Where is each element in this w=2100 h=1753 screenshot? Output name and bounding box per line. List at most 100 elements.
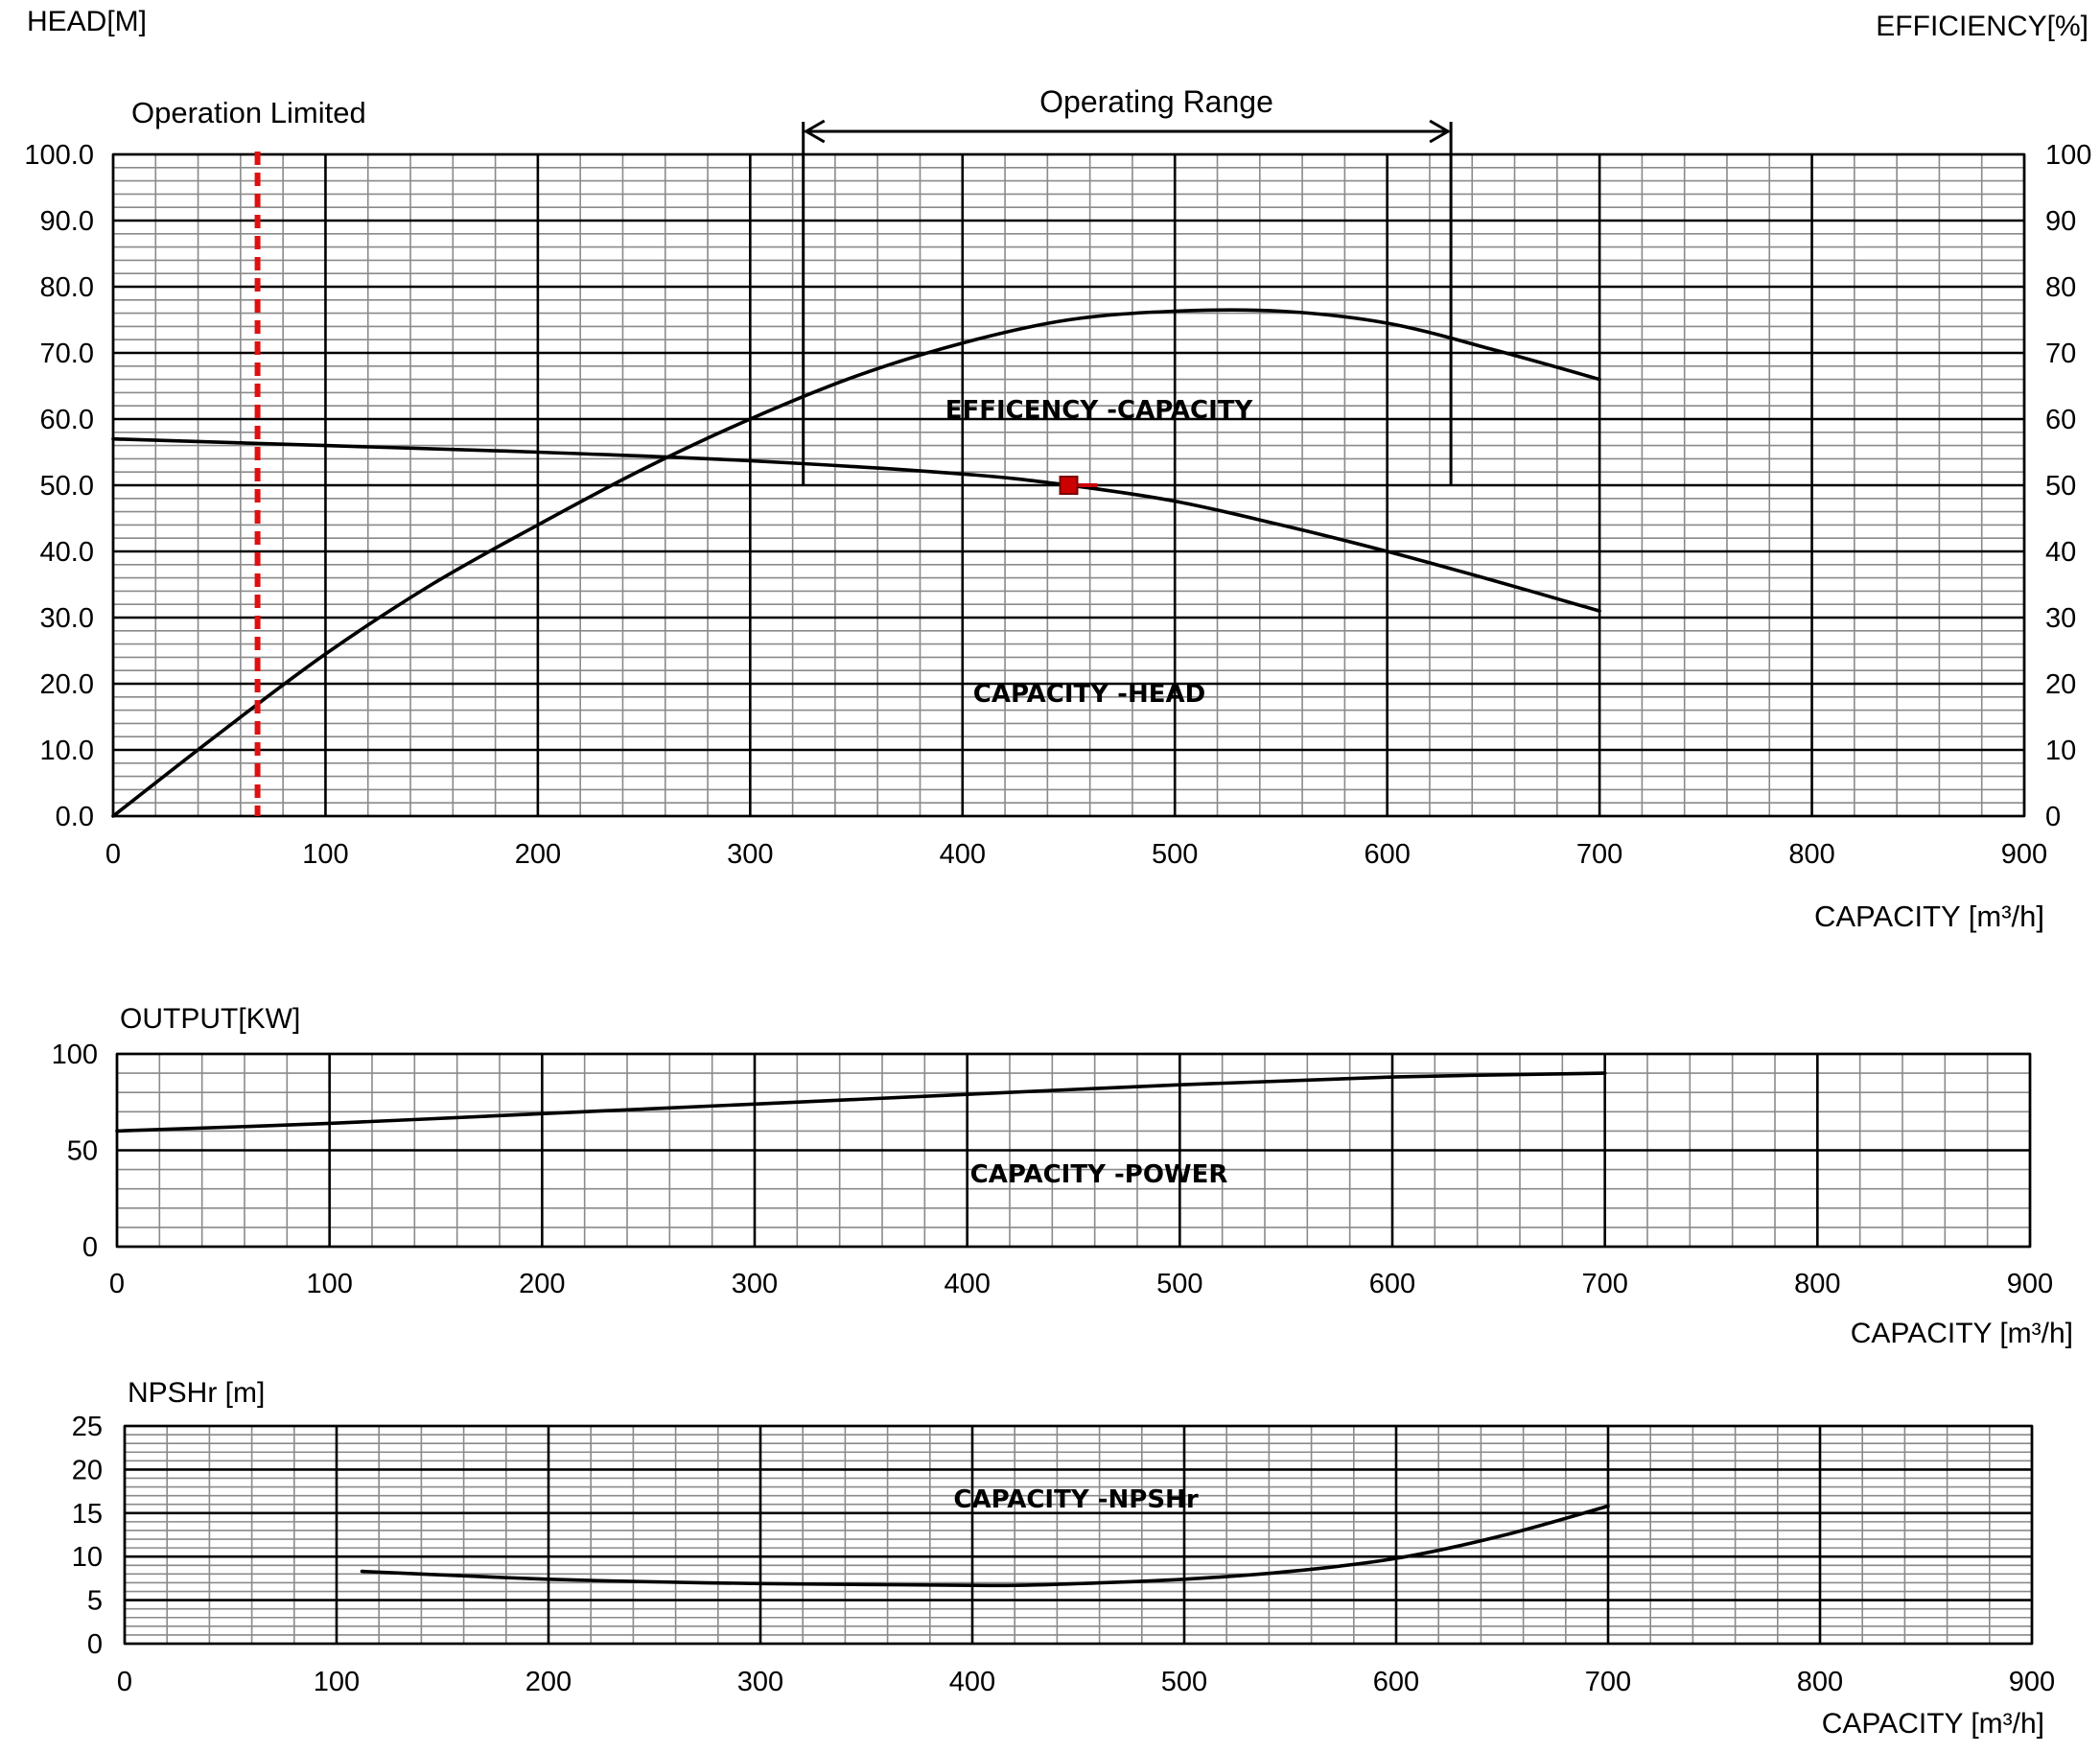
x-tick-label: 800 xyxy=(1794,1269,1840,1299)
y-tick-label: 30.0 xyxy=(40,603,94,634)
x-tick-label: 700 xyxy=(1576,839,1622,870)
npshr-chart-minor-grid xyxy=(125,1426,2032,1644)
head-chart-right-tick-labels: 0 10 20 30 40 50 60 70 80 90 100 xyxy=(2045,140,2091,832)
x-tick-label: 300 xyxy=(737,1667,783,1697)
y-tick-label: 100.0 xyxy=(24,140,94,171)
x-tick-label: 500 xyxy=(1152,839,1198,870)
efficiency-curve-label: EFFICENCY -CAPACITY xyxy=(945,396,1254,425)
power-chart-x-tick-labels: 0 100 200 300 400 500 600 700 800 900 xyxy=(109,1269,2053,1299)
x-tick-label: 500 xyxy=(1161,1667,1207,1697)
operating-range-label: Operating Range xyxy=(1039,84,1273,119)
x-tick-label: 900 xyxy=(2001,839,2047,870)
power-curve-label: CAPACITY -POWER xyxy=(970,1160,1228,1189)
x-tick-label: 200 xyxy=(515,839,561,870)
y-tick-label: 25 xyxy=(72,1412,103,1442)
efficiency-axis-title: EFFICIENCY[%] xyxy=(1876,11,2088,42)
x-tick-label: 600 xyxy=(1369,1269,1415,1299)
power-chart: 0 100 200 300 400 500 600 700 800 900 0 50 100 OUTP… xyxy=(52,1003,2073,1349)
head-axis-title: HEAD[M] xyxy=(27,6,147,37)
series-line xyxy=(360,1504,1610,1588)
x-tick-label: 500 xyxy=(1156,1269,1202,1299)
y-tick-label: 20 xyxy=(72,1455,103,1485)
x-tick-label: 100 xyxy=(306,1269,352,1299)
npshr-chart-plot-frame xyxy=(123,1424,2034,1646)
x-tick-label: 400 xyxy=(944,1269,990,1299)
right-y-tick-label: 70 xyxy=(2045,339,2076,369)
y-tick-label: 0.0 xyxy=(56,802,94,832)
y-tick-label: 100 xyxy=(52,1040,98,1070)
right-y-tick-label: 90 xyxy=(2045,206,2076,237)
head-chart-x-axis-title: CAPACITY [m³/h] xyxy=(1814,900,2044,933)
x-tick-label: 100 xyxy=(302,839,348,870)
series-line xyxy=(115,1071,1607,1134)
x-tick-label: 400 xyxy=(940,839,986,870)
npshr-chart-x-tick-labels: 0 100 200 300 400 500 600 700 800 900 xyxy=(117,1667,2055,1697)
power-chart-major-grid xyxy=(115,1052,2032,1249)
power-chart-x-axis-title: CAPACITY [m³/h] xyxy=(1851,1318,2073,1349)
head-chart-x-tick-labels: 0 100 200 300 400 500 600 700 800 900 xyxy=(105,839,2047,870)
right-y-tick-label: 50 xyxy=(2045,471,2076,502)
power-chart-y-tick-labels: 0 50 100 xyxy=(52,1040,98,1263)
y-tick-label: 50.0 xyxy=(40,471,94,502)
x-tick-label: 300 xyxy=(732,1269,778,1299)
y-tick-label: 20.0 xyxy=(40,669,94,700)
right-y-tick-label: 20 xyxy=(2045,669,2076,700)
npshr-chart-major-grid xyxy=(123,1424,2034,1646)
y-tick-label: 80.0 xyxy=(40,272,94,303)
x-tick-label: 900 xyxy=(2007,1269,2053,1299)
npshr-axis-title: NPSHr [m] xyxy=(128,1377,265,1409)
output-axis-title: OUTPUT[KW] xyxy=(120,1003,300,1035)
x-tick-label: 200 xyxy=(519,1269,565,1299)
operation-limited-label: Operation Limited xyxy=(131,96,366,129)
x-tick-label: 900 xyxy=(2009,1667,2055,1697)
y-tick-label: 70.0 xyxy=(40,339,94,369)
right-y-tick-label: 10 xyxy=(2045,736,2076,766)
y-tick-label: 5 xyxy=(87,1586,103,1617)
y-tick-label: 0 xyxy=(82,1232,98,1263)
npshr-chart-y-tick-labels: 0 5 10 15 20 25 xyxy=(72,1412,103,1660)
npshr-curve-label: CAPACITY -NPSHr xyxy=(953,1485,1198,1514)
head-chart-curves xyxy=(111,308,1601,818)
series-line xyxy=(111,308,1601,818)
right-y-tick-label: 40 xyxy=(2045,537,2076,568)
x-tick-label: 0 xyxy=(117,1667,132,1697)
y-tick-label: 10 xyxy=(72,1542,103,1573)
x-tick-label: 200 xyxy=(525,1667,572,1697)
head-chart-plot-frame xyxy=(111,152,2026,818)
x-tick-label: 0 xyxy=(109,1269,125,1299)
x-tick-label: 600 xyxy=(1364,839,1410,870)
y-tick-label: 10.0 xyxy=(40,736,94,766)
head-chart-annotations xyxy=(254,119,1453,816)
right-y-tick-label: 60 xyxy=(2045,405,2076,435)
power-chart-curves xyxy=(115,1071,1607,1134)
x-tick-label: 600 xyxy=(1373,1667,1419,1697)
series-line xyxy=(111,436,1601,613)
y-tick-label: 40.0 xyxy=(40,537,94,568)
x-tick-label: 400 xyxy=(949,1667,995,1697)
x-tick-label: 100 xyxy=(314,1667,360,1697)
y-tick-label: 50 xyxy=(67,1136,98,1167)
npshr-chart: 0 100 200 300 400 500 600 700 800 900 0510152025 … xyxy=(72,1377,2055,1740)
y-tick-label: 90.0 xyxy=(40,206,94,237)
right-y-tick-label: 0 xyxy=(2045,802,2061,832)
right-y-tick-label: 80 xyxy=(2045,272,2076,303)
right-y-tick-label: 30 xyxy=(2045,603,2076,634)
x-tick-label: 300 xyxy=(727,839,773,870)
duty-point-marker xyxy=(1059,476,1079,495)
head-chart-left-tick-labels: 0.0 10.0 20.0 30.0 40.0 50.0 60.0 70.0 80.0 90.0 1… xyxy=(24,140,94,832)
power-chart-plot-frame xyxy=(115,1052,2032,1249)
right-y-tick-label: 100 xyxy=(2045,140,2091,171)
x-tick-label: 0 xyxy=(105,839,121,870)
x-tick-label: 800 xyxy=(1788,839,1834,870)
x-tick-label: 700 xyxy=(1585,1667,1631,1697)
operating-range-arrow-right xyxy=(1429,119,1452,144)
x-tick-label: 700 xyxy=(1581,1269,1627,1299)
operating-range-arrow-left xyxy=(803,119,826,144)
y-tick-label: 0 xyxy=(87,1629,103,1660)
npshr-chart-curves xyxy=(360,1504,1610,1588)
head-efficiency-chart: 0 100 200 300 400 500 600 700 800 900 0.010.020.0… xyxy=(24,6,2091,933)
y-tick-label: 60.0 xyxy=(40,405,94,435)
y-tick-label: 15 xyxy=(72,1499,103,1530)
npshr-chart-x-axis-title: CAPACITY [m³/h] xyxy=(1822,1708,2044,1740)
